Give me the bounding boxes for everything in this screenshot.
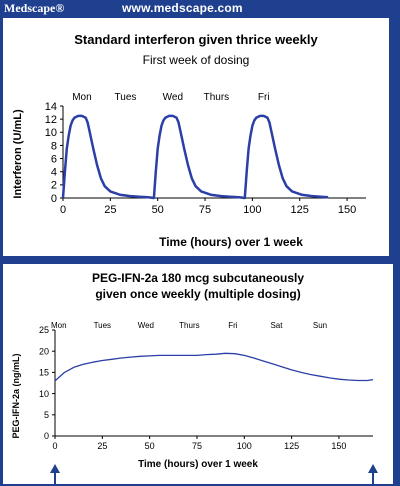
x-tick-label: 150 [338, 204, 356, 216]
y-tick-label: 2 [51, 180, 57, 192]
x-axis-label: Time (hours) over 1 week [138, 459, 258, 470]
chart-standard-interferon: Standard interferon given thrice weekly … [12, 32, 366, 249]
x-tick-label: 100 [237, 441, 252, 451]
y-tick-label: 6 [51, 153, 57, 165]
y-tick-label: 0 [51, 193, 57, 205]
x-tick-label: 125 [291, 204, 309, 216]
chart-subtitle: First week of dosing [143, 53, 250, 67]
x-tick-label: 0 [60, 204, 66, 216]
x-tick-label: 0 [52, 441, 57, 451]
dose-arrow-head [50, 464, 60, 473]
x-tick-label: 75 [192, 441, 202, 451]
day-label: Sat [270, 321, 283, 330]
day-label: Mon [51, 321, 67, 330]
day-label: Mon [72, 92, 91, 103]
day-label: Tues [115, 92, 137, 103]
day-label: Fri [258, 92, 270, 103]
x-tick-label: 125 [284, 441, 299, 451]
y-tick-label: 10 [45, 127, 57, 139]
day-label: Sun [313, 321, 327, 330]
x-tick-label: 50 [152, 204, 164, 216]
series-line [54, 352, 374, 382]
chart-title-line-1: PEG-IFN-2a 180 mcg subcutaneously [92, 271, 304, 285]
dose-arrow-head [368, 464, 378, 473]
chart-peg-ifn: PEG-IFN-2a 180 mcg subcutaneously given … [11, 271, 378, 484]
y-axis-label: Interferon (U/mL) [12, 109, 24, 199]
x-tick-label: 25 [104, 204, 116, 216]
header-banner: Medscape® www.medscape.com [0, 0, 400, 16]
y-tick-label: 5 [44, 410, 49, 420]
site-url: www.medscape.com [122, 1, 243, 15]
chart-title-line-2: given once weekly (multiple dosing) [95, 287, 300, 301]
y-tick-label: 15 [39, 368, 49, 378]
y-tick-label: 0 [44, 431, 49, 441]
y-tick-label: 14 [45, 101, 57, 113]
brand-logo: Medscape® [4, 1, 65, 15]
y-tick-label: 25 [39, 325, 49, 335]
x-axis-label: Time (hours) over 1 week [159, 235, 303, 249]
chart-title: Standard interferon given thrice weekly [74, 32, 318, 47]
y-tick-label: 4 [51, 167, 57, 179]
x-tick-label: 75 [199, 204, 211, 216]
x-tick-label: 150 [331, 441, 346, 451]
y-tick-label: 8 [51, 140, 57, 152]
series-line [61, 114, 329, 200]
y-tick-label: 20 [39, 346, 49, 356]
x-tick-label: 100 [243, 204, 261, 216]
day-label: Thurs [204, 92, 230, 103]
day-label: Wed [163, 92, 183, 103]
day-label: Thurs [179, 321, 199, 330]
chart-panel-standard-interferon: Standard interferon given thrice weekly … [3, 18, 389, 256]
y-tick-label: 12 [45, 114, 57, 126]
y-tick-label: 10 [39, 389, 49, 399]
chart-panel-peg-ifn: PEG-IFN-2a 180 mcg subcutaneously given … [3, 264, 393, 484]
day-label: Wed [138, 321, 154, 330]
y-axis-label: PEG-IFN-2a (ng/mL) [11, 353, 21, 438]
x-tick-label: 25 [97, 441, 107, 451]
day-label: Fri [228, 321, 238, 330]
x-tick-label: 50 [145, 441, 155, 451]
day-label: Tues [94, 321, 112, 330]
